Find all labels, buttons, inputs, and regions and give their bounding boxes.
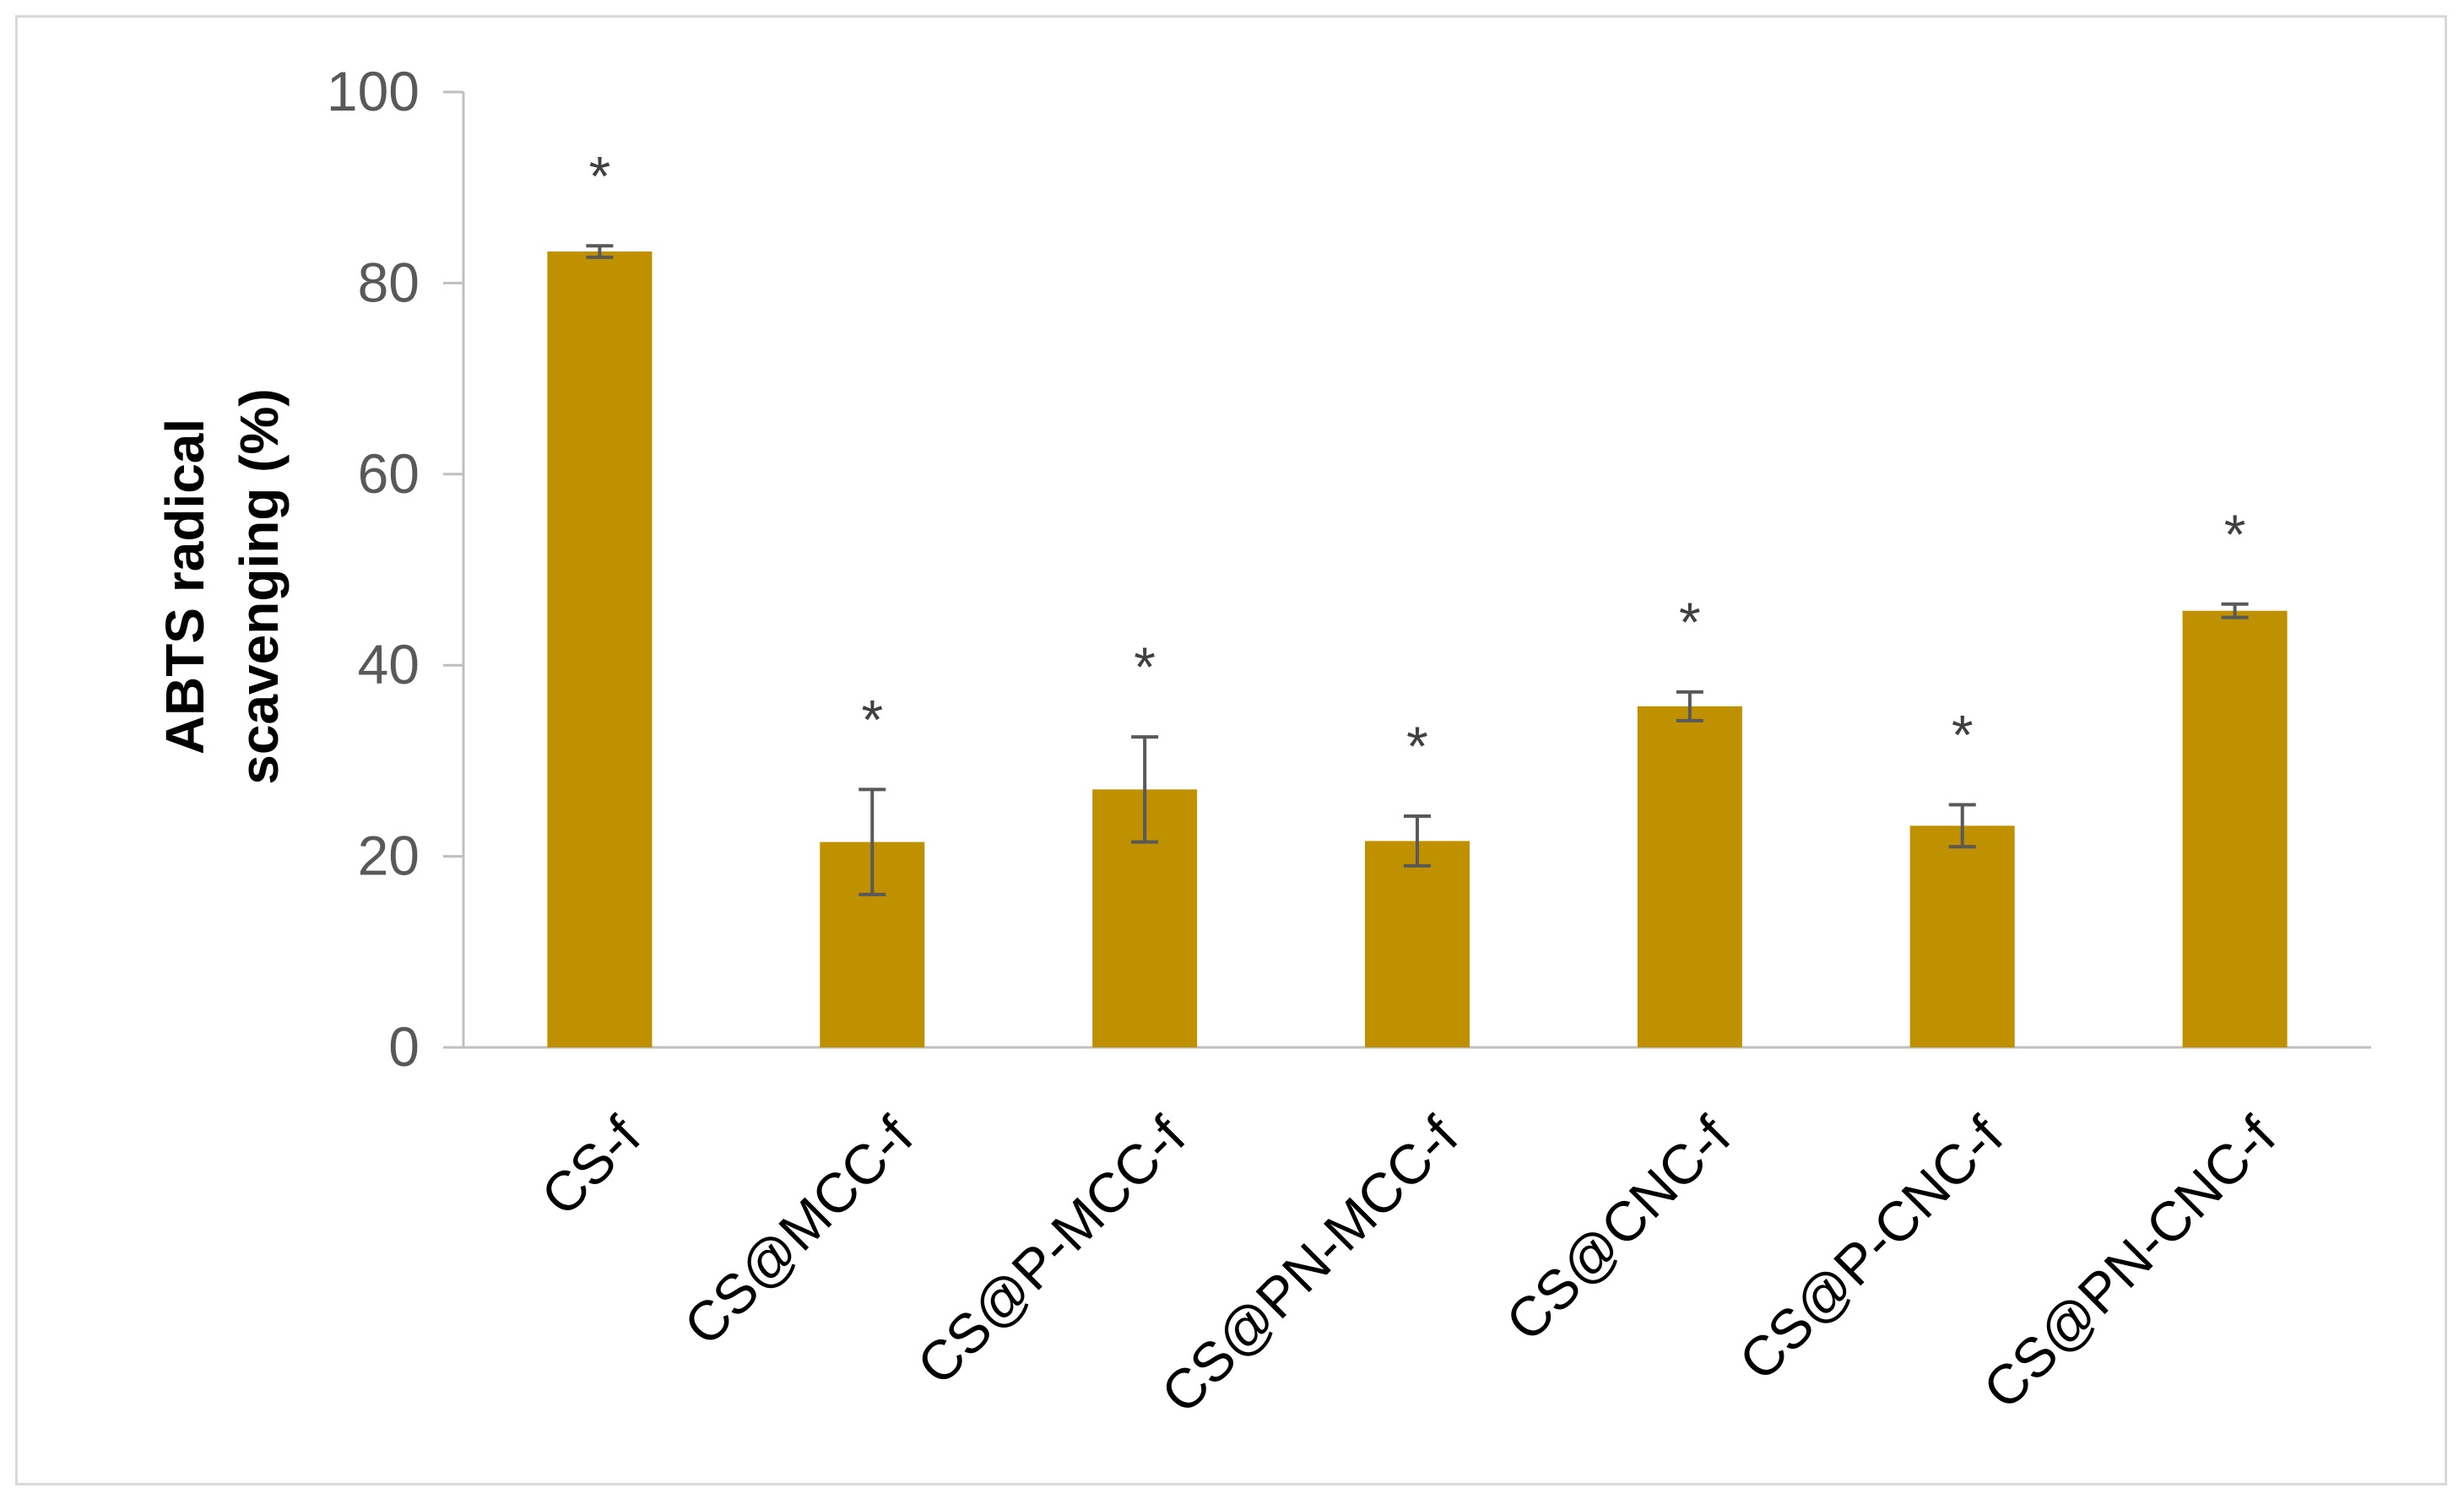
y-axis-title-line: ABTS radical bbox=[154, 419, 215, 755]
category-label: CS-f bbox=[529, 1104, 653, 1227]
bar bbox=[2182, 610, 2288, 1047]
error-bars bbox=[586, 244, 2249, 896]
y-tick-label: 0 bbox=[388, 1015, 420, 1078]
bar bbox=[1637, 706, 1742, 1047]
significance-marker: * bbox=[2224, 503, 2246, 565]
bar-chart: ABTS radical scavenging (%) 020406080100 … bbox=[154, 60, 2371, 1425]
significance-marker: * bbox=[1952, 703, 1974, 766]
significance-marker: * bbox=[589, 144, 611, 207]
error-bar bbox=[2221, 602, 2249, 619]
error-bar bbox=[1676, 690, 1703, 722]
y-axis-title: ABTS radical scavenging (%) bbox=[154, 388, 290, 784]
chart-frame: ABTS radical scavenging (%) 0 20 40 60 80 100 … bbox=[15, 15, 2447, 1485]
y-tick-label: 20 bbox=[358, 825, 420, 887]
category-label: CS@CNC-f bbox=[1494, 1104, 1743, 1353]
bar bbox=[547, 252, 653, 1047]
significance-marker: * bbox=[861, 688, 883, 750]
bars bbox=[547, 252, 2288, 1047]
category-labels: CS-f CS@MCC-fCS@P-MCC-fCS@PN-MCC-f CS@CNC-… bbox=[529, 1104, 2288, 1425]
category-label: CS@P-MCC-f bbox=[905, 1104, 1197, 1396]
y-tick-label: 80 bbox=[358, 251, 420, 313]
category-label: CS@P-CNC-f bbox=[1727, 1104, 2015, 1392]
y-tick-label: 60 bbox=[358, 442, 420, 505]
bar bbox=[1909, 825, 2015, 1047]
y-tick-label: 100 bbox=[327, 60, 420, 122]
y-axis: 0 20 40 60 80 100 bbox=[327, 60, 465, 1078]
significance-marker: * bbox=[1679, 591, 1701, 653]
error-bar bbox=[858, 787, 886, 896]
bar bbox=[1365, 841, 1470, 1047]
category-label: CS@PN-CNC-f bbox=[1971, 1104, 2288, 1420]
significance-marker: * bbox=[1406, 715, 1428, 777]
error-bar bbox=[1131, 735, 1159, 844]
error-bar bbox=[1404, 814, 1431, 868]
significance-markers: * * * * * * * bbox=[589, 144, 2246, 777]
error-bar bbox=[1948, 803, 1976, 849]
category-label: CS@PN-MCC-f bbox=[1149, 1104, 1470, 1425]
error-bar bbox=[586, 244, 614, 259]
y-tick-label: 40 bbox=[358, 633, 420, 695]
y-axis-title-line: scavenging (%) bbox=[229, 388, 290, 784]
category-label: CS@MCC-f bbox=[672, 1104, 925, 1357]
significance-marker: * bbox=[1134, 636, 1156, 698]
